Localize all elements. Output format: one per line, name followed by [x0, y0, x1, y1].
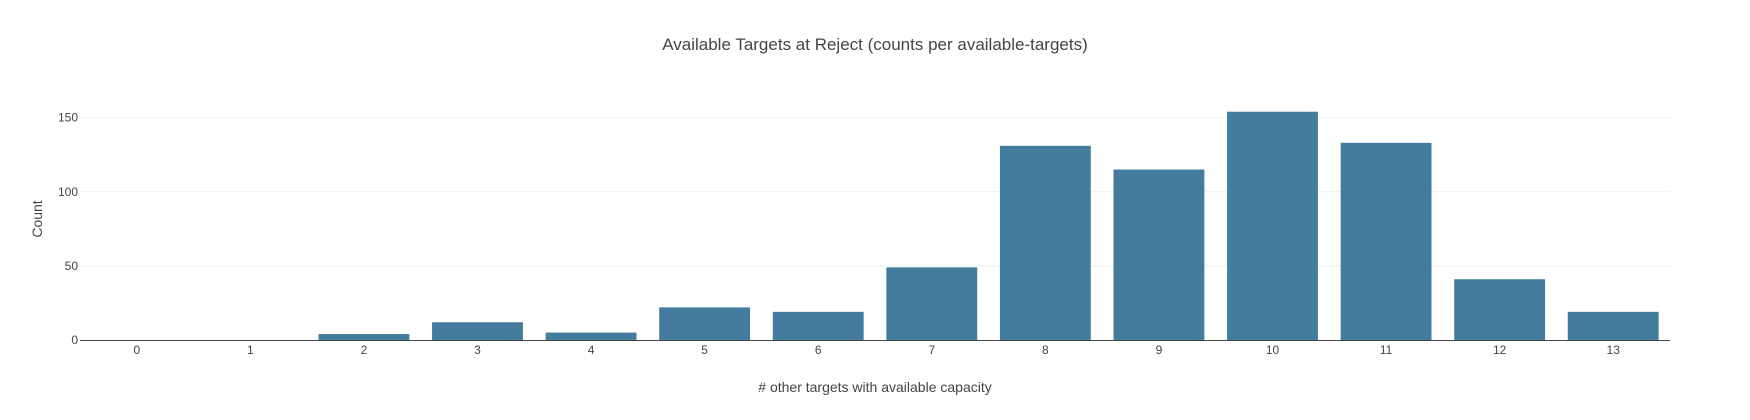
bar	[1567, 311, 1659, 340]
y-tick-labels: 0 50 100 150	[58, 111, 78, 347]
bar	[1454, 279, 1546, 340]
y-tick-label: 50	[65, 259, 79, 273]
y-tick-label: 100	[58, 185, 78, 199]
bar	[545, 332, 637, 340]
bar	[432, 322, 523, 340]
x-tick-label: 13	[1607, 343, 1621, 357]
bar	[999, 145, 1091, 340]
x-tick-label: 3	[474, 343, 481, 357]
x-tick-label: 8	[1042, 343, 1049, 357]
bar	[1113, 169, 1205, 340]
x-tick-label: 6	[815, 343, 822, 357]
y-tick-label: 150	[58, 111, 78, 125]
bar	[659, 307, 751, 340]
y-axis-title: Count	[29, 200, 45, 237]
x-tick-label: 1	[247, 343, 254, 357]
x-axis-title: # other targets with available capacity	[758, 379, 991, 395]
x-tick-label: 4	[588, 343, 595, 357]
bars	[318, 111, 1659, 340]
x-tick-label: 11	[1380, 343, 1393, 357]
x-tick-label: 5	[701, 343, 708, 357]
x-tick-label: 12	[1493, 343, 1507, 357]
bar	[1227, 111, 1318, 340]
bar	[1340, 142, 1432, 340]
y-tick-label: 0	[71, 333, 78, 347]
bar	[886, 267, 978, 340]
x-tick-label: 7	[928, 343, 935, 357]
x-tick-label: 9	[1156, 343, 1163, 357]
x-tick-label: 10	[1266, 343, 1280, 357]
x-tick-label: 2	[361, 343, 368, 357]
bar	[318, 334, 410, 340]
x-tick-label: 0	[133, 343, 140, 357]
x-tick-labels: 0 1 2 3 4 5 6 7 8 9 10 11 12 13	[133, 343, 1620, 357]
chart-title: Available Targets at Reject (counts per …	[662, 35, 1088, 54]
bar	[772, 311, 864, 340]
